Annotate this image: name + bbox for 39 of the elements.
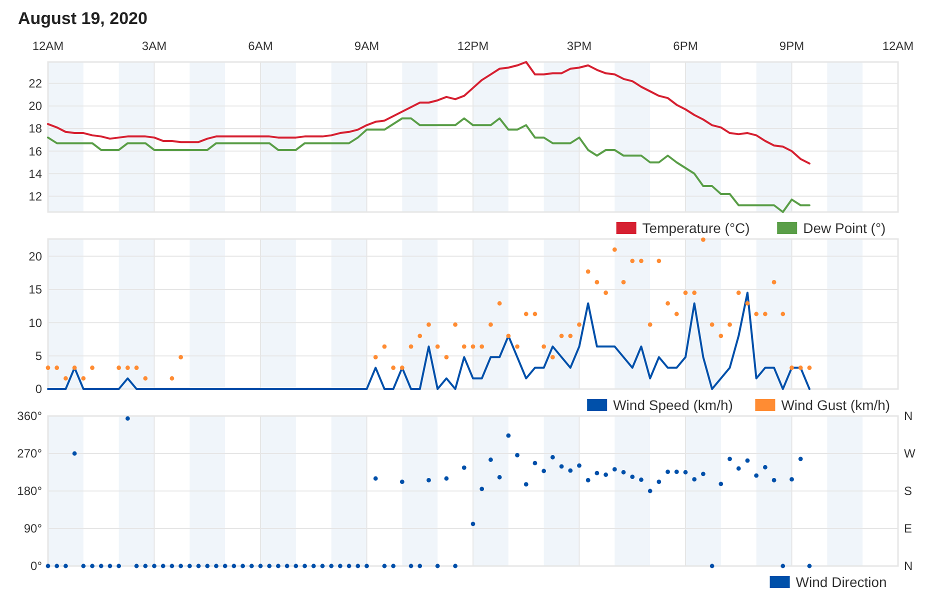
- text: E: [904, 522, 912, 536]
- x-tick-label: 9AM: [354, 39, 380, 53]
- text: N: [904, 559, 913, 574]
- y-tick-label: 180°: [17, 484, 42, 498]
- x-tick-label: 3PM: [566, 39, 592, 53]
- line-series: [47, 292, 810, 390]
- chart-title: August 19, 2020: [18, 9, 148, 28]
- y-tick-label: 14: [28, 166, 42, 181]
- y-tick-label: 12: [28, 189, 42, 204]
- x-tick-label: 9PM: [779, 39, 804, 53]
- y-tick-label: 360°: [17, 409, 42, 424]
- y-tick-label: 90°: [24, 522, 42, 536]
- x-tick-label: 6PM: [673, 39, 698, 53]
- text: W: [904, 446, 916, 461]
- y-tick-label: 10: [28, 316, 42, 330]
- text: S: [904, 484, 912, 498]
- y-tick-label: 18: [28, 122, 42, 136]
- line-series: [47, 117, 810, 213]
- x-tick-label: 3AM: [142, 39, 167, 53]
- legend-label: Wind Direction: [796, 574, 887, 590]
- x-tick-label: 12PM: [457, 39, 489, 53]
- y-tick-label: 15: [28, 282, 42, 297]
- legend-label: Temperature (°C): [642, 220, 750, 236]
- y-tick-label: 22: [28, 76, 42, 91]
- legend-label: Dew Point (°): [803, 220, 886, 236]
- x-tick-label: 12AM: [32, 39, 64, 53]
- x-tick-label: 12AM: [882, 39, 914, 53]
- x-tick-label: 6AM: [248, 39, 273, 53]
- line-series: [47, 61, 810, 165]
- y-tick-label: 270°: [17, 446, 42, 461]
- y-tick-label: 16: [28, 144, 42, 158]
- y-tick-label: 20: [28, 99, 42, 114]
- y-tick-label: 0: [35, 382, 42, 396]
- text: N: [904, 409, 913, 424]
- legend-label: Wind Speed (km/h): [613, 396, 733, 413]
- y-tick-label: 0°: [30, 559, 42, 574]
- y-tick-label: 5: [35, 349, 42, 364]
- y-tick-label: 20: [28, 249, 42, 264]
- legend-label: Wind Gust (km/h): [781, 396, 890, 413]
